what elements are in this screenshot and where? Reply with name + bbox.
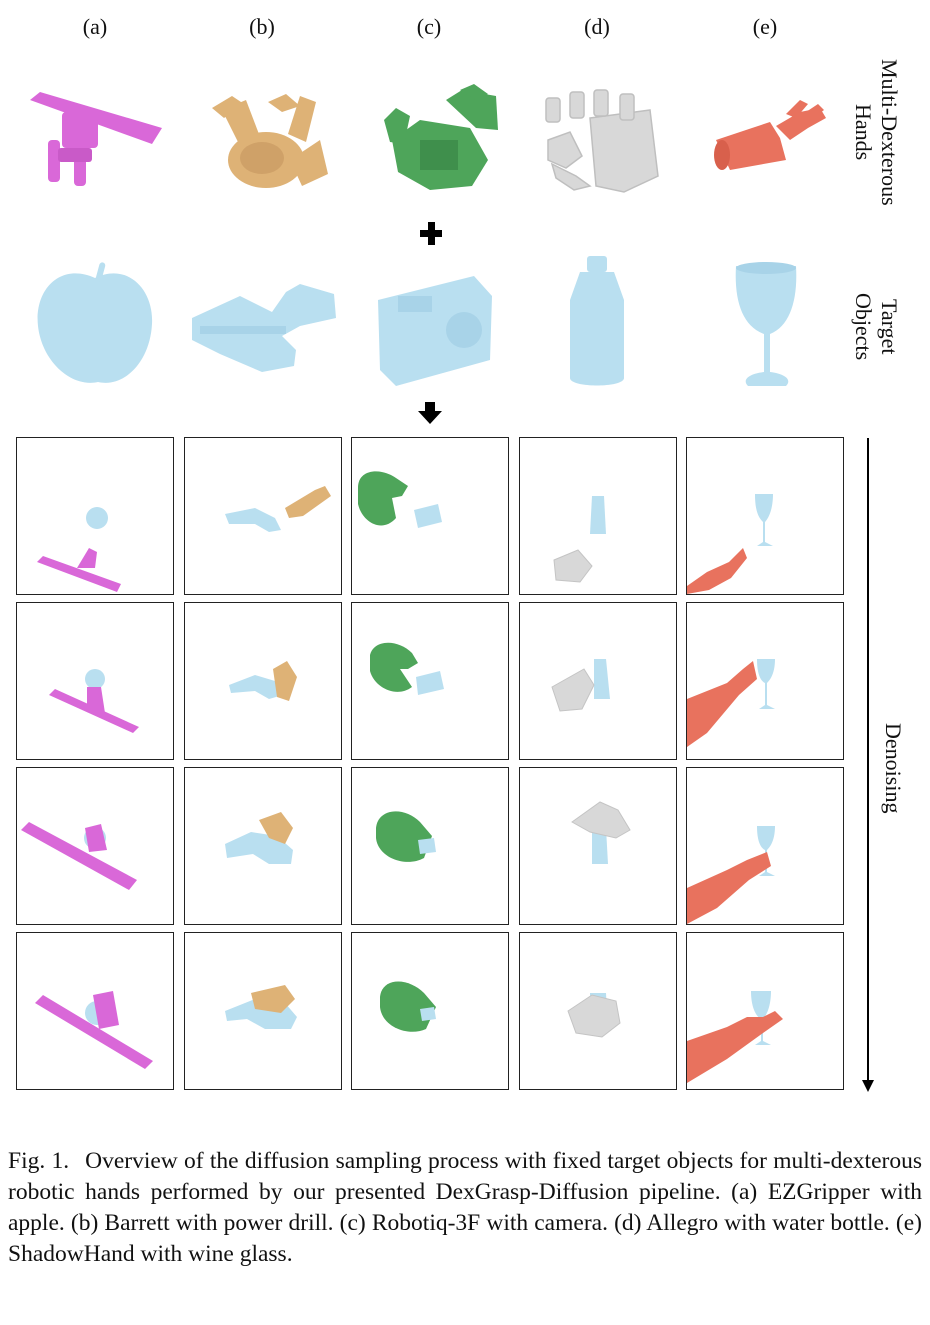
panel-row2-col-c bbox=[351, 602, 509, 760]
row-label-hands-line2: Hands bbox=[851, 103, 876, 161]
water-bottle-object-image bbox=[570, 256, 624, 386]
wine-glass-object-image bbox=[735, 262, 797, 386]
robotiq-3f-hand-image bbox=[384, 84, 498, 190]
panel-row3-col-a bbox=[16, 767, 174, 925]
row-label-denoising: Denoising bbox=[881, 722, 906, 814]
camera-object-image bbox=[378, 276, 492, 386]
down-arrow-icon bbox=[418, 402, 442, 424]
figure-caption: Fig. 1. Overview of the diffusion samplin… bbox=[8, 1146, 922, 1270]
plus-icon bbox=[420, 222, 442, 245]
panel-image bbox=[687, 991, 783, 1083]
panel-row1-col-a bbox=[16, 437, 174, 595]
panel-row3-col-b bbox=[184, 767, 342, 925]
panel-image bbox=[551, 659, 610, 712]
panel-image bbox=[229, 661, 297, 701]
panel-image bbox=[35, 991, 153, 1069]
panel-image bbox=[358, 471, 442, 528]
panel-row1-col-b bbox=[184, 437, 342, 595]
panel-row2-col-d bbox=[519, 602, 677, 760]
panel-row1-col-c bbox=[351, 437, 509, 595]
panel-row4-col-d bbox=[519, 932, 677, 1090]
panel-image bbox=[380, 981, 436, 1032]
barrett-hand-image bbox=[212, 94, 328, 188]
panel-image bbox=[225, 812, 293, 864]
panel-image bbox=[370, 642, 444, 695]
panel-row1-col-e bbox=[686, 437, 844, 595]
column-label-a: (a) bbox=[82, 14, 108, 39]
column-label-e: (e) bbox=[752, 14, 778, 39]
shadowhand-image bbox=[714, 100, 826, 170]
panel-image bbox=[687, 659, 775, 747]
panel-image bbox=[49, 669, 139, 733]
panel-image bbox=[687, 494, 773, 594]
panel-image bbox=[687, 826, 775, 924]
panel-image bbox=[571, 801, 631, 864]
row-label-hands: Multi-Dexterous Hands bbox=[850, 42, 902, 222]
panel-image bbox=[553, 496, 606, 583]
column-label-c: (c) bbox=[416, 14, 442, 39]
panel-image bbox=[21, 822, 137, 890]
panel-image bbox=[37, 507, 121, 592]
panel-row4-col-c bbox=[351, 932, 509, 1090]
power-drill-object-image bbox=[192, 284, 336, 372]
caption-text: Overview of the diffusion sampling proce… bbox=[8, 1148, 922, 1267]
allegro-hand-image bbox=[545, 89, 659, 193]
denoising-arrow-icon bbox=[862, 438, 874, 1092]
row-label-objects-line2: Objects bbox=[851, 293, 876, 361]
row-label-objects-line1: Target bbox=[877, 299, 902, 355]
panel-image bbox=[567, 993, 621, 1038]
panel-image bbox=[225, 985, 297, 1029]
apple-object-image bbox=[37, 262, 153, 383]
panel-row2-col-e bbox=[686, 602, 844, 760]
panel-row2-col-a bbox=[16, 602, 174, 760]
row-label-hands-line1: Multi-Dexterous bbox=[877, 58, 902, 206]
panel-row4-col-a bbox=[16, 932, 174, 1090]
panel-row1-col-d bbox=[519, 437, 677, 595]
row-label-objects: Target Objects bbox=[850, 282, 902, 372]
panel-row4-col-b bbox=[184, 932, 342, 1090]
panel-row3-col-d bbox=[519, 767, 677, 925]
column-label-b: (b) bbox=[249, 14, 275, 39]
panel-image bbox=[376, 811, 436, 862]
ezgripper-hand-image bbox=[30, 92, 162, 186]
figure-artwork bbox=[30, 84, 874, 1092]
panel-image bbox=[225, 486, 331, 532]
panel-row2-col-b bbox=[184, 602, 342, 760]
panel-row3-col-e bbox=[686, 767, 844, 925]
column-label-d: (d) bbox=[584, 14, 610, 39]
caption-number: Fig. 1. bbox=[8, 1148, 70, 1174]
panel-row4-col-e bbox=[686, 932, 844, 1090]
panel-row3-col-c bbox=[351, 767, 509, 925]
